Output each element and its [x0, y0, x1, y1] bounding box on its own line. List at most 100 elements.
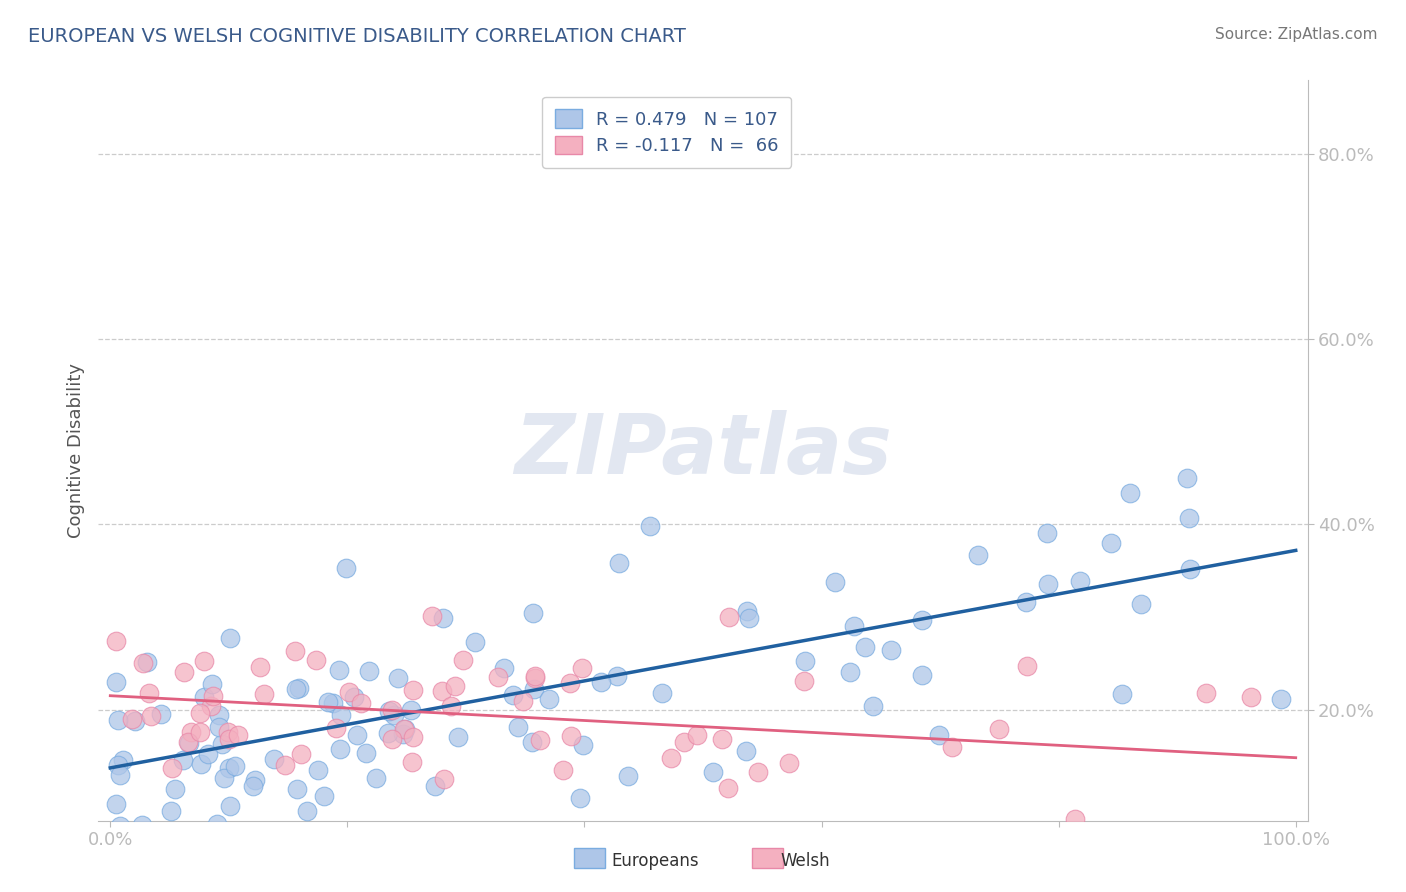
- Point: [399, 703, 422, 717]
- Point: [322, 697, 344, 711]
- Point: [420, 608, 443, 623]
- Point: [108, 819, 131, 833]
- Point: [551, 763, 574, 777]
- Point: [346, 728, 368, 742]
- Point: [149, 707, 172, 722]
- Point: [911, 668, 934, 682]
- Point: [226, 728, 249, 742]
- Point: [163, 782, 186, 797]
- Point: [193, 690, 215, 705]
- Point: [718, 610, 741, 624]
- Point: [494, 661, 516, 675]
- Point: [219, 632, 242, 646]
- Bar: [574, 848, 605, 868]
- Point: [224, 759, 246, 773]
- Point: [326, 841, 349, 855]
- Point: [307, 763, 329, 777]
- Point: [131, 818, 153, 832]
- Point: [640, 519, 662, 533]
- Point: [242, 779, 264, 793]
- Point: [1240, 690, 1263, 705]
- Point: [138, 686, 160, 700]
- Point: [502, 688, 524, 702]
- Point: [108, 768, 131, 782]
- Point: [350, 696, 373, 710]
- Point: [1069, 574, 1091, 589]
- Point: [529, 733, 551, 747]
- Bar: [752, 848, 783, 868]
- Text: Source: ZipAtlas.com: Source: ZipAtlas.com: [1215, 27, 1378, 42]
- Point: [1099, 536, 1122, 550]
- Point: [335, 561, 357, 575]
- Point: [354, 746, 377, 760]
- Point: [197, 747, 219, 761]
- Point: [402, 730, 425, 744]
- Point: [212, 771, 235, 785]
- Point: [284, 682, 307, 697]
- Point: [283, 644, 305, 658]
- Point: [589, 675, 612, 690]
- Point: [402, 683, 425, 698]
- Point: [423, 779, 446, 793]
- Point: [735, 744, 758, 758]
- Point: [160, 804, 183, 818]
- Text: Europeans: Europeans: [612, 852, 699, 870]
- Point: [440, 698, 463, 713]
- Point: [207, 817, 229, 831]
- Point: [377, 726, 399, 740]
- Point: [180, 724, 202, 739]
- Point: [537, 691, 560, 706]
- Point: [862, 699, 884, 714]
- Point: [401, 755, 423, 769]
- Point: [794, 654, 817, 668]
- Point: [263, 752, 285, 766]
- Point: [325, 721, 347, 735]
- Point: [200, 699, 222, 714]
- Point: [337, 685, 360, 699]
- Point: [124, 714, 146, 728]
- Point: [165, 831, 187, 846]
- Point: [208, 720, 231, 734]
- Point: [136, 655, 159, 669]
- Point: [107, 757, 129, 772]
- Point: [793, 674, 815, 689]
- Point: [560, 729, 582, 743]
- Point: [166, 840, 188, 855]
- Text: ZIPatlas: ZIPatlas: [515, 410, 891, 491]
- Point: [364, 771, 387, 785]
- Point: [249, 659, 271, 673]
- Point: [506, 720, 529, 734]
- Point: [711, 732, 734, 747]
- Point: [253, 687, 276, 701]
- Point: [616, 769, 638, 783]
- Point: [288, 681, 311, 695]
- Point: [451, 653, 474, 667]
- Point: [202, 690, 225, 704]
- Point: [824, 574, 846, 589]
- Point: [607, 557, 630, 571]
- Point: [522, 606, 544, 620]
- Point: [290, 747, 312, 761]
- Point: [328, 663, 350, 677]
- Point: [235, 841, 257, 855]
- Point: [1195, 686, 1218, 700]
- Point: [274, 757, 297, 772]
- Point: [381, 703, 404, 717]
- Point: [312, 789, 335, 803]
- Text: EUROPEAN VS WELSH COGNITIVE DISABILITY CORRELATION CHART: EUROPEAN VS WELSH COGNITIVE DISABILITY C…: [28, 27, 686, 45]
- Legend: R = 0.479   N = 107, R = -0.117   N =  66: R = 0.479 N = 107, R = -0.117 N = 66: [543, 96, 792, 168]
- Point: [853, 640, 876, 654]
- Point: [1175, 471, 1198, 485]
- Point: [659, 751, 682, 765]
- Point: [387, 671, 409, 685]
- Point: [606, 668, 628, 682]
- Point: [1178, 511, 1201, 525]
- Point: [188, 706, 211, 720]
- Text: Welsh: Welsh: [780, 852, 830, 870]
- Point: [139, 709, 162, 723]
- Point: [329, 742, 352, 756]
- Point: [1270, 692, 1292, 706]
- Point: [747, 764, 769, 779]
- Point: [211, 737, 233, 751]
- Point: [738, 610, 761, 624]
